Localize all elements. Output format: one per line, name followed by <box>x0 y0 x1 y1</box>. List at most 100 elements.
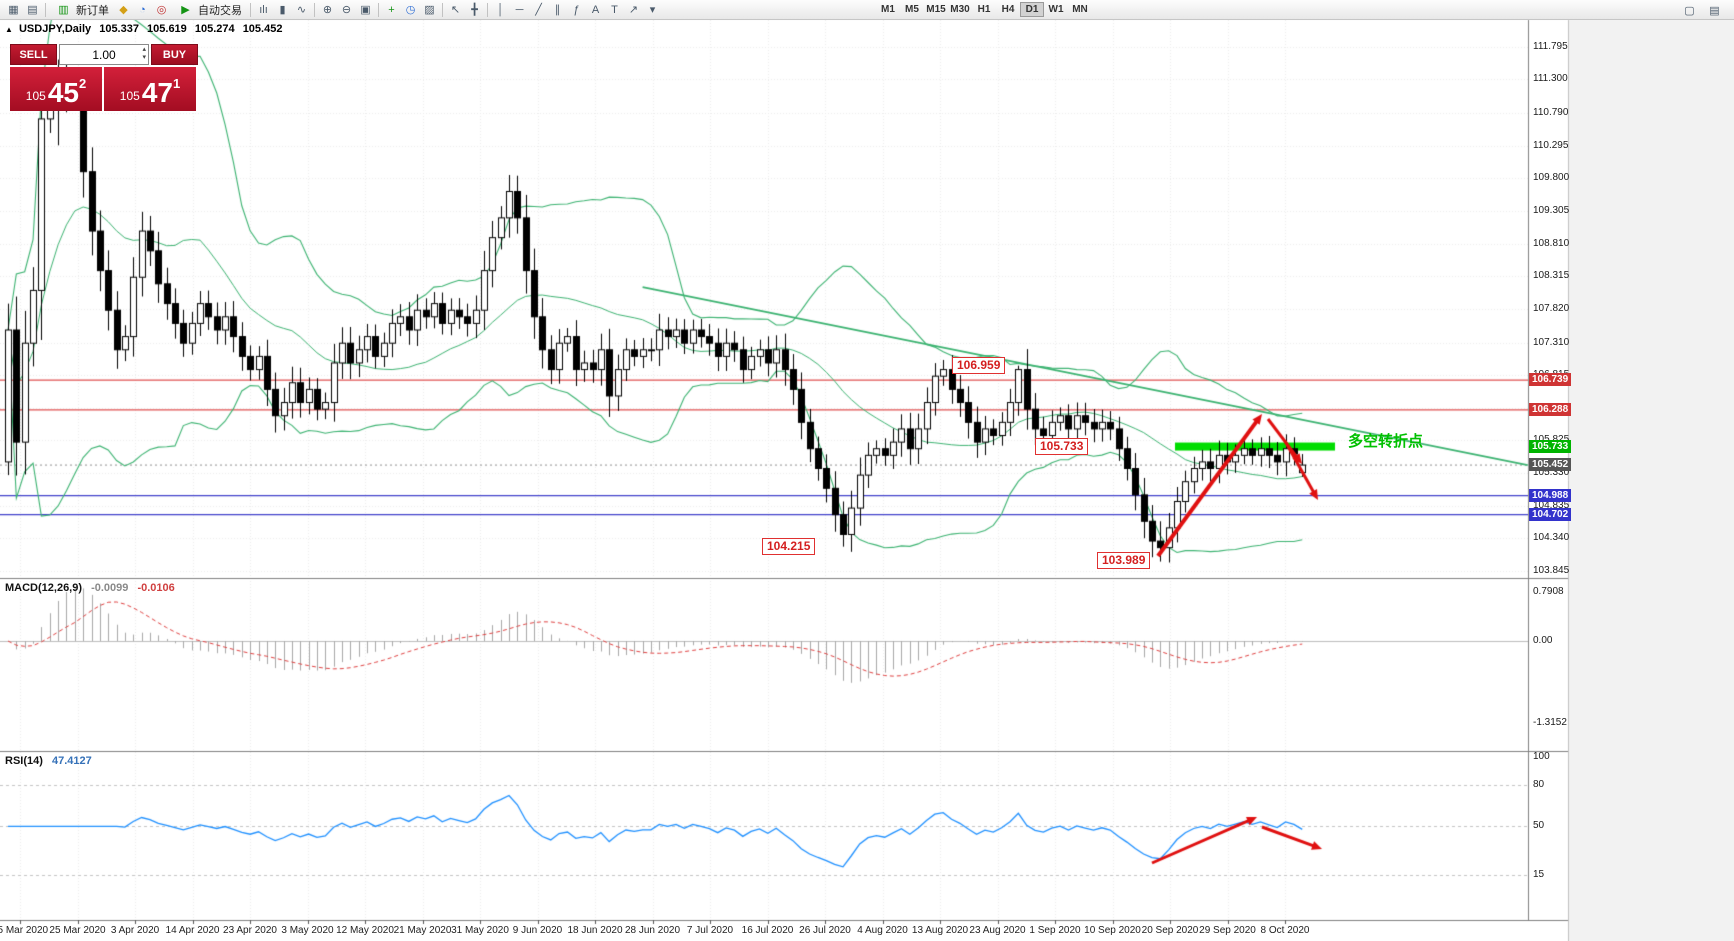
timeframe-h4[interactable]: H4 <box>1001 4 1015 15</box>
news-icon[interactable]: ◎ <box>156 4 167 16</box>
line-chart-icon[interactable]: ∿ <box>296 4 307 16</box>
ask-pipette: 1 <box>172 76 181 91</box>
one-click-toggle-icon[interactable]: ▲ <box>5 25 13 34</box>
date-label: 31 May 2020 <box>451 925 509 936</box>
favorites-icon[interactable]: ◆ <box>119 4 128 16</box>
rsi-axis-tick: 15 <box>1533 869 1545 881</box>
templates-icon[interactable]: ▨ <box>424 4 435 16</box>
periods-icon[interactable]: ◷ <box>405 4 416 16</box>
timeframe-m15[interactable]: M15 <box>926 4 946 15</box>
label-tool-icon[interactable]: T <box>611 3 618 16</box>
toolbar-separator <box>45 2 46 17</box>
horizontal-line-icon[interactable]: ─ <box>515 3 524 16</box>
alerts-icon[interactable]: ◔ <box>139 3 146 16</box>
zoom-out-icon[interactable]: ⊖ <box>341 4 352 16</box>
timeframe-m5[interactable]: M5 <box>905 4 919 15</box>
price-annotation[interactable]: 104.215 <box>762 538 816 555</box>
profiles-icon[interactable]: ▤ <box>27 4 38 16</box>
auto-trading-label: 自动交易 <box>198 4 242 17</box>
date-label: 4 Aug 2020 <box>857 925 908 936</box>
vertical-line-icon[interactable]: │ <box>497 3 504 16</box>
open-value: 105.337 <box>99 23 139 35</box>
new-order-button[interactable]: ▥ 新订单 <box>49 2 114 18</box>
date-label: 14 Apr 2020 <box>165 925 220 936</box>
lot-increase-icon[interactable]: ▴ <box>142 46 146 53</box>
date-label: 23 Aug 2020 <box>969 925 1026 936</box>
timeframe-h1[interactable]: H1 <box>977 4 991 15</box>
macd-name: MACD(12,26,9) <box>5 582 83 594</box>
lot-size-input[interactable]: 1.00 ▴ ▾ <box>59 44 149 65</box>
text-tool-icon[interactable]: A <box>591 3 600 16</box>
price-tag-resistance-1[interactable]: 106.739 <box>1529 373 1571 387</box>
timeframe-mn[interactable]: MN <box>1072 4 1088 15</box>
macd-axis-tick: 0.00 <box>1533 634 1553 646</box>
price-annotation[interactable]: 105.733 <box>1035 438 1089 455</box>
price-tag-current-price[interactable]: 105.452 <box>1529 458 1571 472</box>
date-label: 9 Jun 2020 <box>512 925 563 936</box>
shapes-tool-icon[interactable]: ↗ <box>628 4 639 16</box>
date-label: 23 Apr 2020 <box>223 925 277 936</box>
macd-label-row: MACD(12,26,9) -0.0099 -0.0106 <box>5 582 181 594</box>
price-axis-tick: 107.820 <box>1533 302 1570 314</box>
date-label: 13 Aug 2020 <box>911 925 969 936</box>
buy-button[interactable]: BUY <box>151 44 198 65</box>
sell-button[interactable]: SELL <box>10 44 57 65</box>
fibonacci-icon[interactable]: ƒ <box>573 3 580 16</box>
date-label: 7 Jul 2020 <box>686 925 734 936</box>
ask-big-figure: 105 <box>119 89 140 103</box>
date-label: 16 Jul 2020 <box>741 925 794 936</box>
auto-trading-button[interactable]: ▶ 自动交易 <box>171 2 247 18</box>
price-axis-tick: 111.795 <box>1533 40 1568 52</box>
lot-decrease-icon[interactable]: ▾ <box>142 54 146 61</box>
date-label: 1 Sep 2020 <box>1029 925 1081 936</box>
toolbar-separator <box>314 2 315 17</box>
timeframe-m30[interactable]: M30 <box>950 4 970 15</box>
candlestick-chart-icon[interactable]: ▮ <box>279 4 286 16</box>
zoom-in-icon[interactable]: ⊕ <box>322 4 333 16</box>
ask-price-box[interactable]: 105 47 1 <box>104 67 196 111</box>
cursor-icon[interactable]: ↖ <box>450 4 461 16</box>
indicators-icon[interactable]: + <box>388 3 395 16</box>
timeframe-d1[interactable]: D1 <box>1020 2 1044 17</box>
tile-windows-icon[interactable]: ▣ <box>360 4 371 16</box>
lot-stepper[interactable]: ▴ ▾ <box>142 46 146 62</box>
new-order-label: 新订单 <box>76 4 109 17</box>
price-annotation[interactable]: 103.989 <box>1097 552 1151 569</box>
price-axis-tick: 108.315 <box>1533 270 1570 282</box>
workspace-icon[interactable]: ▤ <box>1709 4 1720 17</box>
chart-info-line: ▲ USDJPY,Daily 105.337 105.619 105.274 1… <box>5 23 287 35</box>
timeframe-m1[interactable]: M1 <box>881 4 895 15</box>
high-value: 105.619 <box>147 23 187 35</box>
price-tag-support-1[interactable]: 104.988 <box>1529 488 1571 502</box>
price-annotation[interactable]: 106.959 <box>952 357 1006 374</box>
price-axis-tick: 108.810 <box>1533 237 1570 249</box>
channel-icon[interactable]: ∥ <box>554 4 561 16</box>
price-tag-support-2[interactable]: 104.702 <box>1529 507 1571 521</box>
turning-point-label[interactable]: 多空转折点 <box>1348 433 1424 450</box>
rsi-value: 47.4127 <box>51 755 92 767</box>
timeframe-w1[interactable]: W1 <box>1048 4 1064 15</box>
rsi-label-row: RSI(14) 47.4127 <box>5 755 98 767</box>
price-axis-tick: 110.790 <box>1533 107 1569 118</box>
auto-trading-play-icon: ▶ <box>181 4 190 16</box>
price-tag-resistance-2[interactable]: 106.288 <box>1529 402 1571 416</box>
lot-size-value: 1.00 <box>92 47 116 62</box>
rsi-name: RSI(14) <box>5 755 43 767</box>
timeframe-group: M1 M5 M15 M30 H1 H4 D1 W1 MN <box>876 2 1092 17</box>
new-chart-icon[interactable]: ▦ <box>8 4 19 16</box>
macd-axis-tick: -1.3152 <box>1533 716 1567 728</box>
trendline-icon[interactable]: ╱ <box>535 4 542 16</box>
bid-big-figure: 105 <box>25 89 46 103</box>
bar-chart-icon[interactable]: ılı <box>259 3 268 16</box>
date-label: 3 May 2020 <box>281 925 334 936</box>
crosshair-icon[interactable]: ╋ <box>471 4 478 16</box>
shapes-dropdown-icon[interactable]: ▾ <box>649 4 656 16</box>
bid-price-box[interactable]: 105 45 2 <box>10 67 102 111</box>
ask-pips: 47 <box>141 77 173 108</box>
arrange-windows-icon[interactable]: ▢ <box>1684 4 1695 17</box>
price-axis-tick: 104.340 <box>1533 532 1570 544</box>
price-tag-turning-level[interactable]: 105.733 <box>1529 439 1571 453</box>
price-axis-tick: 109.800 <box>1533 172 1570 184</box>
